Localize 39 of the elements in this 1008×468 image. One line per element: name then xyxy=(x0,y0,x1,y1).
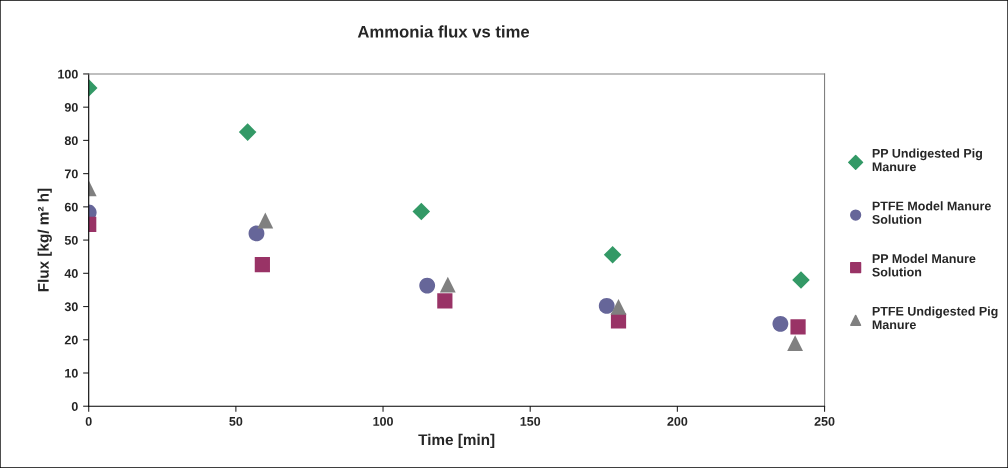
x-tick-label: 200 xyxy=(667,416,688,426)
y-tick-label: 90 xyxy=(64,102,78,112)
point xyxy=(598,297,615,314)
y-tick-label: 70 xyxy=(64,169,78,179)
point xyxy=(437,293,453,309)
legend-label: PTFE Model Manure Solution xyxy=(872,201,991,224)
y-tick-label: 10 xyxy=(65,368,78,378)
point xyxy=(787,335,804,352)
x-tick-label: 50 xyxy=(229,416,243,426)
point xyxy=(603,245,622,264)
x-tick-label: 150 xyxy=(520,416,541,426)
point xyxy=(412,202,431,221)
y-tick-label: 20 xyxy=(64,335,78,345)
x-tick-label: 0 xyxy=(85,416,92,426)
x-axis-title: Time [min] xyxy=(418,433,495,449)
x-tick-label: 250 xyxy=(814,416,835,426)
y-tick-label: 30 xyxy=(64,302,78,312)
y-tick-label: 60 xyxy=(64,202,78,212)
point xyxy=(790,319,806,335)
point xyxy=(257,212,274,229)
y-tick-label: 40 xyxy=(64,269,78,278)
point xyxy=(419,277,436,294)
legend-label: PTFE Undigested Pig Manure xyxy=(872,306,998,330)
point xyxy=(248,225,265,242)
y-axis-title: Flux [kg/ m² h] xyxy=(37,188,52,292)
point xyxy=(439,276,456,293)
point xyxy=(792,271,810,289)
point xyxy=(772,315,789,332)
legend-label: PP Undigested Pig Manure xyxy=(872,148,982,172)
legend-label: PP Model Manure Solution xyxy=(872,253,976,277)
point xyxy=(610,298,627,315)
x-tick-label: 100 xyxy=(373,416,393,426)
y-tick-label: 80 xyxy=(64,136,78,146)
y-tick-label: 100 xyxy=(58,69,78,79)
y-tick-label: 0 xyxy=(71,402,78,411)
y-tick-label: 50 xyxy=(64,235,78,245)
point xyxy=(254,257,270,273)
point xyxy=(238,123,257,141)
chart-title: Ammonia flux vs time xyxy=(357,25,530,38)
